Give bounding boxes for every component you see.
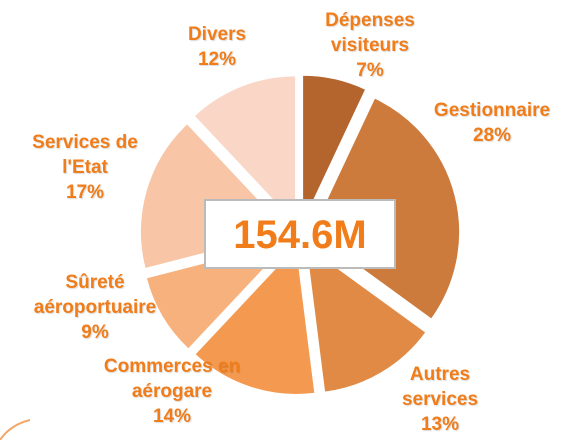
slice-label: Sûreté aéroportuaire 9% xyxy=(5,270,185,345)
category-name: Gestionnaire xyxy=(433,100,551,121)
pie-slice xyxy=(194,245,316,395)
category-name: Autres services xyxy=(401,364,479,410)
category-name: Sûreté aéroportuaire xyxy=(33,272,157,318)
slice-label: Dépenses visiteurs 7% xyxy=(310,8,430,83)
pie-slice xyxy=(193,75,297,226)
category-name: Divers xyxy=(187,24,247,45)
percent-label: 28% xyxy=(472,125,512,146)
slice-label: Gestionnaire 28% xyxy=(407,98,567,148)
slice-label: Autres services 13% xyxy=(385,362,495,437)
pie-slice xyxy=(302,74,367,224)
center-label: 154.6M xyxy=(233,213,366,257)
category-name: Commerces en aérogare xyxy=(103,356,241,402)
percent-label: 9% xyxy=(81,322,109,343)
center-box xyxy=(204,199,396,269)
decor-arc xyxy=(0,419,31,440)
percent-label: 17% xyxy=(65,182,105,203)
percent-label: 14% xyxy=(152,406,192,427)
slice-label: Services de l'Etat 17% xyxy=(10,130,160,205)
percent-label: 13% xyxy=(420,414,460,435)
category-name: Dépenses visiteurs xyxy=(325,10,415,56)
pie-slice xyxy=(305,244,427,393)
percent-label: 7% xyxy=(356,60,384,81)
percent-label: 12% xyxy=(197,49,237,70)
slice-label: Divers 12% xyxy=(162,22,272,72)
category-name: Services de l'Etat xyxy=(32,132,138,178)
slice-label: Commerces en aérogare 14% xyxy=(72,354,272,429)
